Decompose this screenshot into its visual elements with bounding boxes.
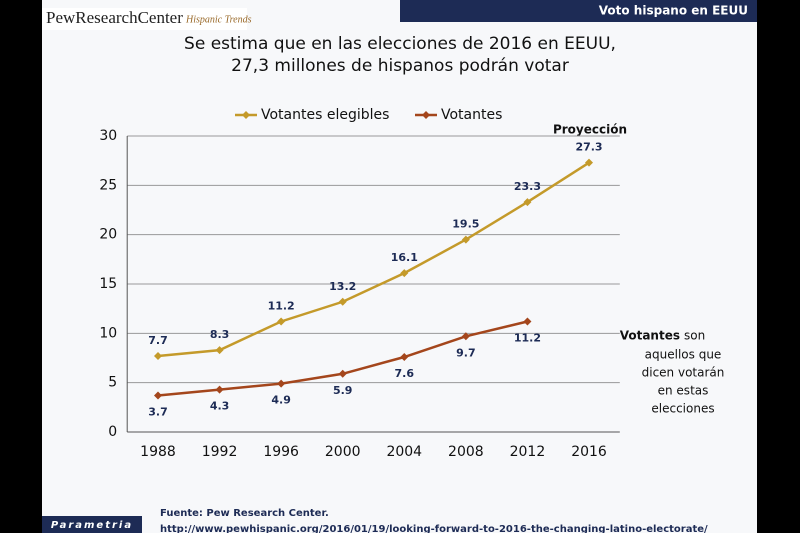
brand: Parametria	[51, 520, 133, 531]
point	[461, 235, 470, 244]
x-tick-label: 1992	[202, 444, 238, 460]
value-label: 19.5	[452, 218, 479, 231]
legend-swatch	[242, 111, 250, 119]
point	[153, 352, 162, 361]
x-tick-label: 2004	[386, 444, 422, 460]
point	[523, 317, 532, 326]
y-tick-label: 15	[99, 276, 117, 292]
point	[338, 297, 347, 306]
series-line	[157, 161, 590, 358]
point	[277, 317, 286, 326]
y-tick-label: 5	[108, 375, 117, 391]
point	[400, 269, 409, 278]
y-tick-label: 25	[99, 177, 117, 193]
logo: PewResearchCenter	[46, 8, 183, 27]
y-tick-label: 20	[99, 227, 117, 243]
value-label: 27.3	[575, 141, 602, 154]
point	[461, 332, 470, 341]
value-label: 8.3	[210, 328, 230, 341]
y-tick-label: 0	[108, 424, 117, 440]
value-label: 5.9	[333, 384, 353, 397]
annotation: son	[684, 329, 705, 343]
value-label: 3.7	[148, 405, 168, 418]
x-tick-label: 2012	[510, 444, 546, 460]
annotation: Proyección	[553, 123, 627, 137]
x-tick-label: 1988	[140, 444, 176, 460]
point	[523, 198, 532, 207]
value-label: 11.2	[514, 331, 541, 344]
annotation: aquellos que	[645, 348, 722, 362]
value-label: 16.1	[391, 251, 418, 264]
logo-bg	[42, 8, 247, 30]
annotation: elecciones	[651, 402, 714, 416]
annotation: Votantes	[620, 329, 680, 343]
annotation: en estas	[658, 384, 709, 398]
point	[215, 385, 224, 394]
value-label: 7.7	[148, 334, 168, 347]
point	[400, 353, 409, 362]
logo-sub: Hispanic Trends	[185, 14, 252, 25]
value-label: 4.9	[271, 394, 291, 407]
source: Fuente: Pew Research Center.	[160, 508, 329, 519]
banner-bg	[400, 0, 757, 22]
y-tick-label: 10	[99, 325, 117, 341]
chart-title: 27,3 millones de hispanos podrán votar	[231, 56, 569, 76]
value-label: 13.2	[329, 280, 356, 293]
point	[277, 379, 286, 388]
content-bg	[42, 0, 757, 533]
banner: Voto hispano en EEUU	[599, 4, 748, 18]
x-tick-label: 2008	[448, 444, 484, 460]
x-tick-label: 2000	[325, 444, 361, 460]
chart-title: Se estima que en las elecciones de 2016 …	[184, 34, 616, 54]
point	[215, 346, 224, 355]
brand-bg	[42, 516, 142, 533]
value-label: 11.2	[268, 299, 295, 312]
value-label: 4.3	[210, 400, 230, 413]
point	[338, 369, 347, 378]
value-label: 9.7	[456, 346, 476, 359]
y-tick-label: 30	[99, 128, 117, 144]
source-url: http://www.pewhispanic.org/2016/01/19/lo…	[160, 524, 708, 533]
point	[153, 391, 162, 400]
x-tick-label: 1996	[263, 444, 299, 460]
point	[585, 158, 594, 167]
legend-swatch	[422, 111, 430, 119]
value-label: 23.3	[514, 180, 541, 193]
legend-label: Votantes elegibles	[261, 107, 389, 123]
annotation: dicen votarán	[642, 366, 725, 380]
x-tick-label: 2016	[571, 444, 607, 460]
value-label: 7.6	[395, 367, 415, 380]
legend-label: Votantes	[441, 107, 502, 123]
